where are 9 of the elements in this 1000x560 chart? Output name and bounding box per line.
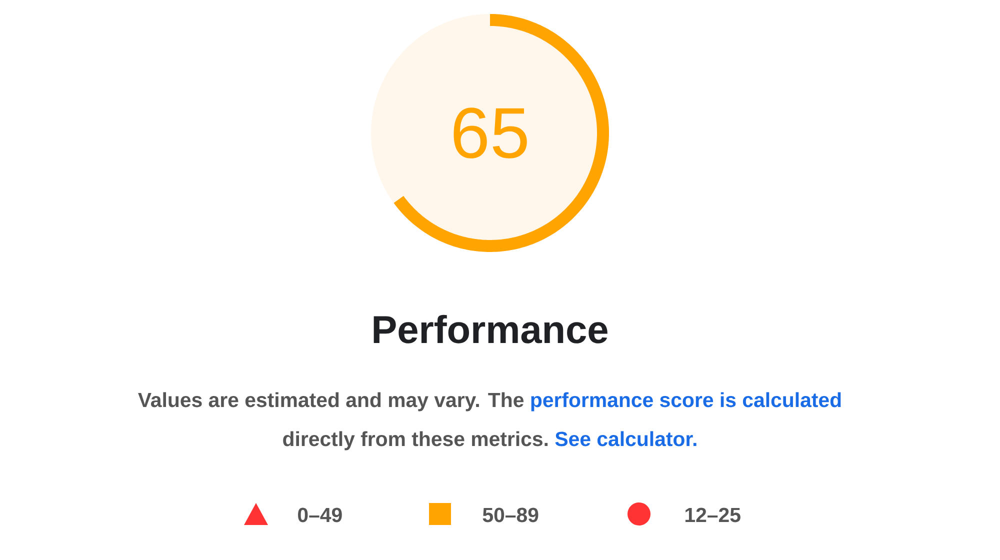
text: See calculator. — [555, 431, 696, 446]
text: Values are estimated and may vary. The — [138, 392, 524, 412]
text: Performance — [374, 314, 608, 344]
text: 12–25 — [685, 508, 740, 522]
text: 65 — [454, 108, 527, 158]
text: performance score is calculated — [531, 392, 841, 412]
text: directly from these metrics. — [283, 431, 548, 450]
text: 0–49 — [298, 508, 342, 522]
text: 50–89 — [482, 508, 538, 522]
